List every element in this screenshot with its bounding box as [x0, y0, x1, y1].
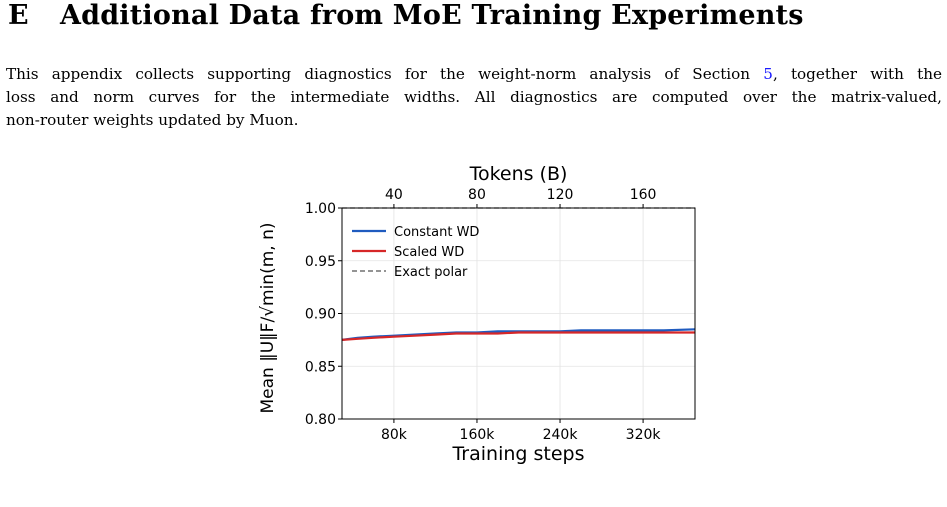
legend-label: Scaled WD	[394, 245, 464, 260]
series-line-constant-wd	[341, 328, 696, 341]
appendix-paragraph: This appendix collects supporting diagno…	[6, 63, 942, 132]
section-title: Additional Data from MoE Training Experi…	[60, 0, 804, 31]
top-axis-label: Tokens (B)	[469, 163, 568, 185]
paragraph-text: , together with the	[772, 65, 942, 83]
paragraph-text: This appendix collects supporting diagno…	[6, 65, 764, 83]
paragraph-line-3: non-router weights updated by Muon.	[6, 111, 299, 129]
y-tick-label: 0.80	[305, 412, 336, 428]
legend-label: Exact polar	[394, 265, 468, 280]
section-number: E	[8, 0, 29, 31]
top-tick-label: 120	[547, 187, 574, 203]
y-tick-label: 0.90	[305, 307, 336, 323]
y-tick-label: 0.95	[305, 254, 336, 270]
section-heading: E Additional Data from MoE Training Exper…	[8, 0, 804, 31]
top-tick-label: 80	[468, 187, 486, 203]
top-tick-label: 40	[385, 187, 403, 203]
paragraph-line-1: This appendix collects supporting diagno…	[6, 63, 942, 86]
y-tick-label: 0.85	[305, 359, 336, 375]
paragraph-line-2: loss and norm curves for the intermediat…	[6, 88, 942, 106]
x-tick-label: 240k	[543, 427, 579, 443]
section-ref-link[interactable]: 5	[763, 65, 773, 83]
x-axis-label: Training steps	[451, 443, 584, 465]
series-line-scaled-wd	[341, 331, 695, 341]
x-tick-label: 320k	[626, 427, 662, 443]
y-tick-label: 1.00	[305, 201, 336, 217]
legend-label: Constant WD	[394, 225, 479, 240]
y-axis-label: Mean ‖U‖F/√min(m, n)	[258, 223, 278, 414]
x-tick-label: 160k	[460, 427, 496, 443]
top-tick-label: 160	[630, 187, 657, 203]
x-tick-label: 80k	[381, 427, 408, 443]
